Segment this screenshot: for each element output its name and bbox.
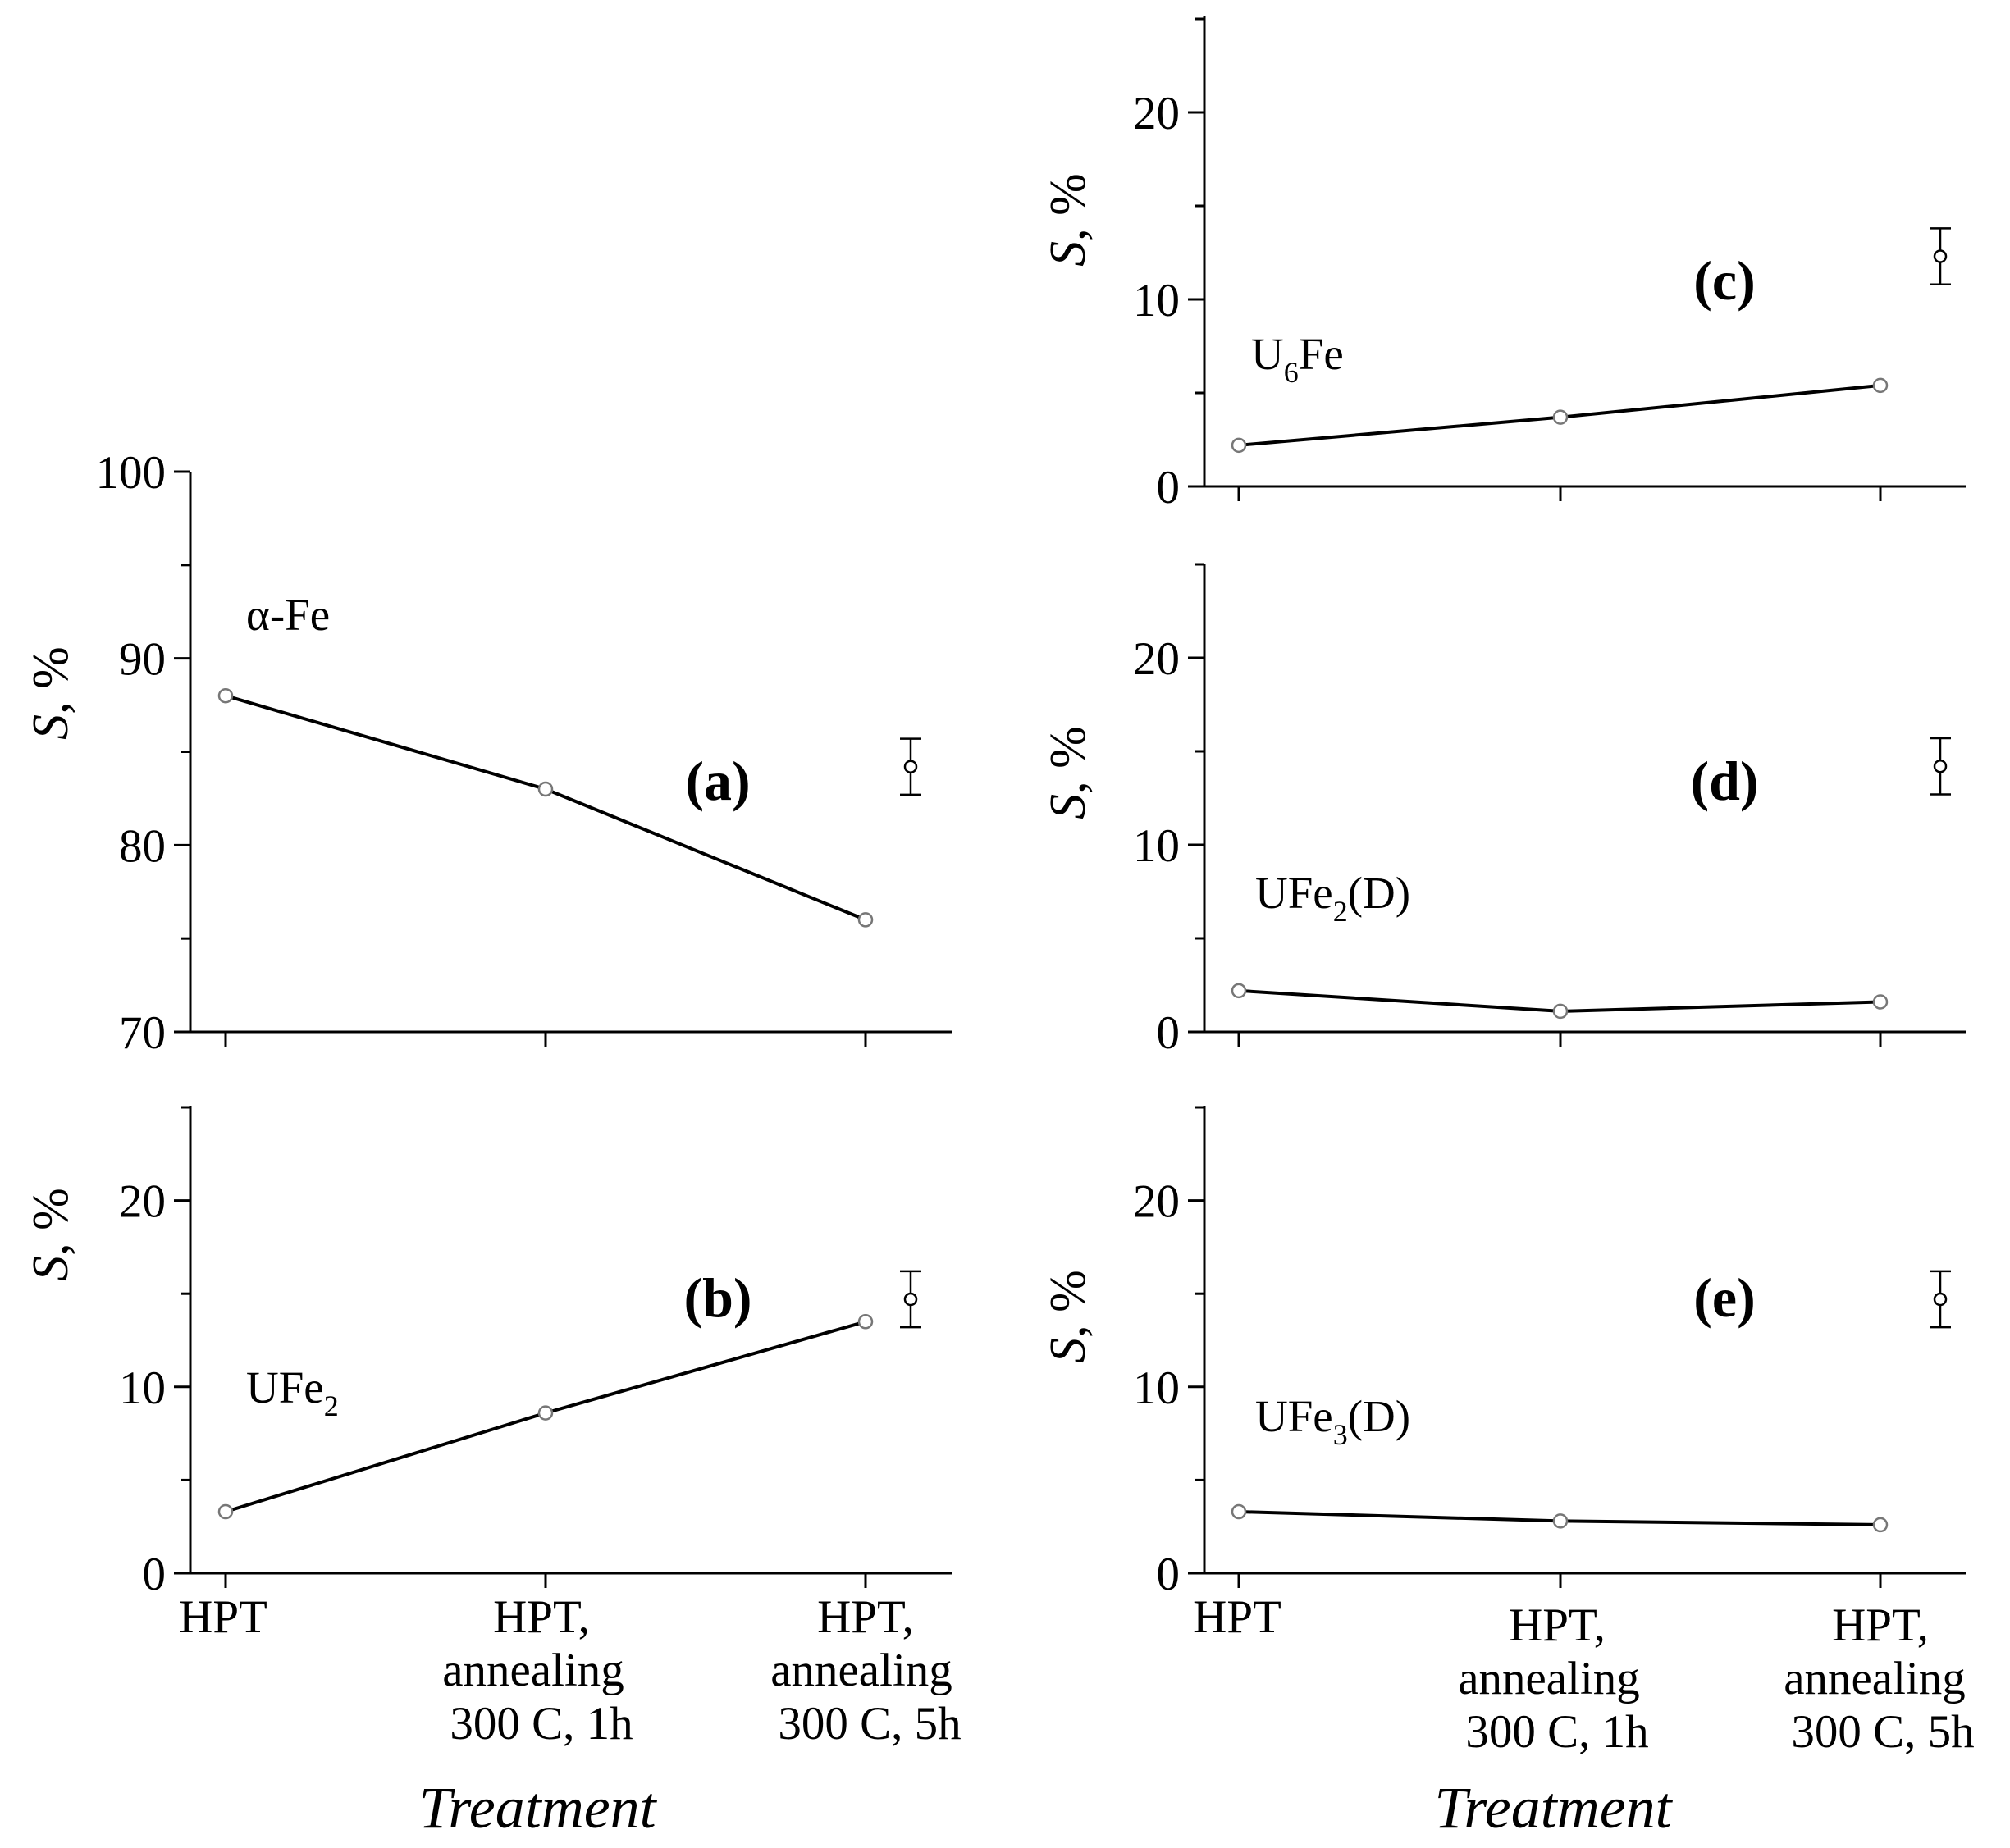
plot-a: 70 80 90 100 [96, 447, 952, 1059]
panel-d-series-name: UFe2(D) [1255, 868, 1410, 928]
right-xlabel: Treatment [1434, 1775, 1673, 1841]
data-point-b-2 [537, 1405, 554, 1421]
left-xcat-1: HPT [179, 1591, 267, 1643]
svg-text:S, %: S, % [23, 1188, 79, 1281]
right-xcat-2-line1: HPT, [1509, 1599, 1606, 1651]
panel-a-series-name: α-Fe [246, 590, 330, 640]
panel-d-letter: (d) [1690, 750, 1758, 812]
plot-e: 0 10 20 [1133, 1106, 1966, 1600]
right-xcat-3-line2: annealing [1784, 1653, 1966, 1704]
panel-c-ylabel: S, % [1040, 173, 1096, 267]
data-point-c-2 [1552, 409, 1569, 425]
plot-d: 0 10 20 [1133, 563, 1966, 1059]
y-tick-label-d: 0 [1157, 1007, 1181, 1059]
error-bar-point-d [1933, 759, 1948, 773]
panel-e-letter: (e) [1693, 1266, 1755, 1329]
panel-e-ylabel: S, % [1040, 1270, 1096, 1363]
y-tick-label-a: 70 [119, 1007, 166, 1059]
left-x-categories: HPT HPT, annealing 300 C, 1h HPT, anneal… [179, 1591, 961, 1841]
error-bar-e [1930, 1270, 1951, 1329]
error-bar-b [900, 1270, 921, 1329]
panel-e-series-name: UFe3(D) [1255, 1391, 1410, 1451]
left-xlabel: Treatment [418, 1775, 657, 1841]
data-point-c-1 [1231, 437, 1247, 454]
panel-b-ylabel: S, % [23, 1188, 79, 1281]
panel-e: S, % (e) UFe3(D) [1040, 1266, 1756, 1451]
y-tick-label-a: 80 [119, 820, 166, 872]
y-tick-label-a: 90 [119, 634, 166, 686]
svg-text:S, %: S, % [1040, 173, 1096, 267]
left-xcat-2-line3: 300 C, 1h [450, 1698, 633, 1750]
panel-d: S, % (d) UFe2(D) [1040, 726, 1759, 928]
series-line-a [225, 694, 866, 922]
y-tick-label-b: 10 [119, 1362, 166, 1414]
error-bar-d [1930, 737, 1951, 796]
y-tick-label-a: 100 [96, 447, 167, 499]
error-bar-point-c [1933, 249, 1948, 263]
panel-c: S, % (c) U6Fe [1040, 173, 1756, 389]
left-xcat-2-line2: annealing [442, 1645, 624, 1696]
plot-c: 0 10 20 [1133, 16, 1966, 513]
data-point-e-1 [1231, 1503, 1247, 1520]
data-point-c-3 [1872, 377, 1889, 394]
panel-d-ylabel: S, % [1040, 726, 1096, 819]
plot-b: 0 10 20 [119, 1106, 952, 1600]
svg-text:S, %: S, % [1040, 726, 1096, 819]
panel-a-letter: (a) [685, 750, 750, 812]
panel-b-letter: (b) [683, 1266, 751, 1329]
panel-c-series-name: U6Fe [1251, 329, 1344, 389]
y-tick-label-b: 20 [119, 1176, 166, 1228]
data-point-d-1 [1231, 983, 1247, 999]
y-tick-label-d: 10 [1133, 820, 1180, 872]
left-xcat-3-line1: HPT, [817, 1591, 914, 1643]
right-xcat-1: HPT [1193, 1591, 1281, 1643]
panel-b: S, % (b) UFe2 [23, 1188, 752, 1422]
data-point-d-2 [1552, 1003, 1569, 1020]
data-point-b-1 [217, 1503, 234, 1520]
error-bar-a [900, 737, 921, 796]
panel-a: S, % (a) α-Fe [23, 590, 751, 812]
data-point-e-2 [1552, 1513, 1569, 1529]
right-xcat-2-line3: 300 C, 1h [1465, 1706, 1648, 1758]
left-xcat-3-line3: 300 C, 5h [778, 1698, 961, 1750]
data-point-a-3 [857, 912, 874, 928]
error-bar-point-e [1933, 1292, 1948, 1307]
svg-text:S, %: S, % [23, 646, 79, 740]
data-point-e-3 [1872, 1517, 1889, 1533]
error-bar-point-a [903, 760, 918, 773]
y-tick-label-e: 0 [1157, 1549, 1181, 1600]
error-bar-point-b [903, 1292, 918, 1307]
data-point-a-2 [537, 781, 554, 797]
left-xcat-2-line1: HPT, [493, 1591, 590, 1643]
panel-a-ylabel: S, % [23, 646, 79, 740]
data-point-a-1 [217, 687, 234, 704]
error-bar-c [1930, 227, 1951, 286]
y-tick-label-e: 20 [1133, 1176, 1180, 1228]
panel-b-series-name: UFe2 [246, 1362, 339, 1422]
plot-areas: 70 80 90 100 0 10 20 0 10 20 0 10 20 0 10 20 [96, 16, 1966, 1600]
svg-text:S, %: S, % [1040, 1270, 1096, 1363]
y-tick-label-d: 20 [1133, 633, 1180, 685]
y-tick-label-c: 20 [1133, 88, 1180, 139]
right-xcat-3-line1: HPT, [1832, 1599, 1929, 1651]
right-xcat-2-line2: annealing [1458, 1653, 1640, 1704]
y-tick-label-b: 0 [143, 1549, 167, 1600]
y-tick-label-e: 10 [1133, 1362, 1180, 1414]
panel-c-letter: (c) [1693, 249, 1755, 312]
right-x-categories: HPT HPT, annealing 300 C, 1h HPT, anneal… [1193, 1591, 1974, 1841]
left-xcat-3-line2: annealing [770, 1645, 952, 1696]
y-tick-label-c: 10 [1133, 275, 1180, 326]
data-point-b-3 [857, 1314, 874, 1330]
right-xcat-3-line3: 300 C, 5h [1791, 1706, 1974, 1758]
data-point-d-3 [1872, 994, 1889, 1010]
y-tick-label-c: 0 [1157, 462, 1181, 513]
